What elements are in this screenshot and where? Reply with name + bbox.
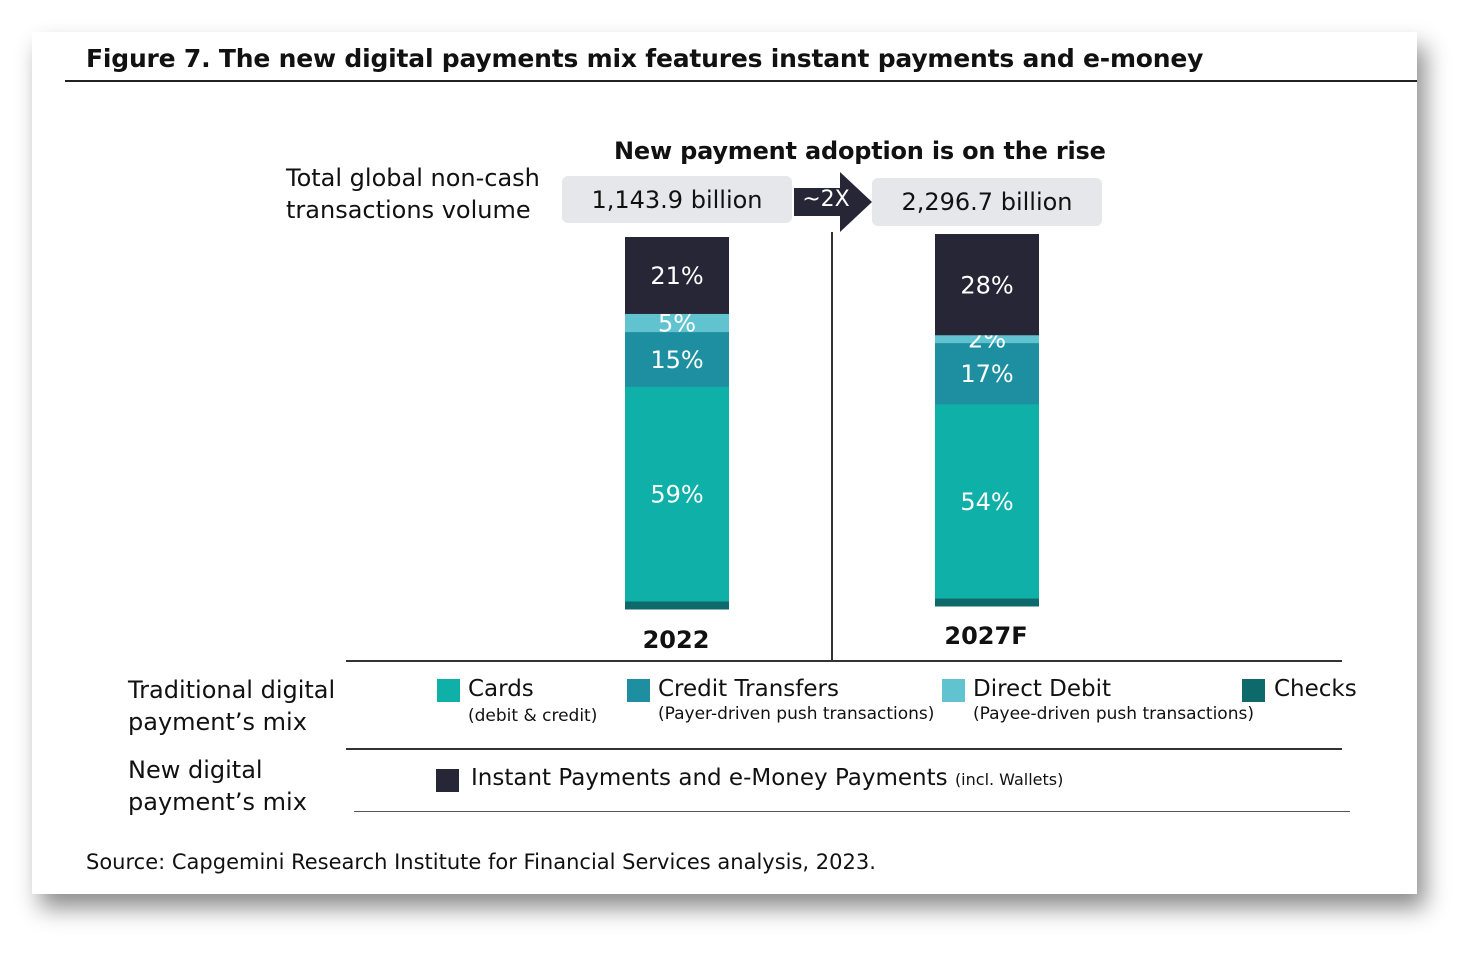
year-label-2022: 2022	[642, 626, 710, 654]
volume-label-line1: Total global non-cash	[286, 164, 540, 192]
growth-arrow-shape	[794, 172, 872, 232]
legend-top-divider	[346, 660, 1342, 662]
legend-middle-divider	[346, 748, 1342, 750]
traditional-mix-label-line2: payment’s mix	[128, 708, 307, 736]
label-2022-cards: 59%	[650, 481, 703, 509]
legend-checks: Checks	[1274, 676, 1357, 702]
new-mix-label-line1: New digital	[128, 756, 263, 784]
traditional-mix-label-line1: Traditional digital	[128, 676, 336, 704]
label-2027f-cards: 54%	[960, 488, 1013, 516]
legend-instant-label: Instant Payments and e-Money Payments	[471, 765, 948, 791]
volume-2027-pill: 2,296.7 billion	[872, 178, 1102, 226]
legend-instant-swatch	[436, 769, 459, 792]
bar-2022-cards	[625, 386, 729, 602]
bar-2027f-instant-emoney	[935, 234, 1039, 336]
legend-bottom-divider	[354, 811, 1350, 812]
legend-cards-note: (debit & credit)	[468, 706, 598, 726]
bar-2022-credit-transfers	[625, 331, 729, 387]
traditional-mix-label: Traditional digital payment’s mix	[128, 674, 335, 738]
bar-2027f-credit-transfers	[935, 342, 1039, 405]
stacked-bar-chart: 1%59%15%5%21%1%54%17%2%28%	[625, 232, 1039, 660]
bar-2027f-direct-debit	[935, 334, 1039, 344]
label-2022-direct-debit: 5%	[658, 310, 696, 338]
label-2022-instant-emoney: 21%	[650, 262, 703, 290]
growth-multiplier: ~2X	[802, 187, 850, 212]
volume-label: Total global non-cash transactions volum…	[286, 162, 540, 226]
legend-credit-transfers: Credit Transfers	[658, 676, 839, 702]
figure-title: Figure 7. The new digital payments mix f…	[86, 44, 1204, 73]
legend-direct-debit: Direct Debit	[973, 676, 1112, 702]
new-mix-label: New digital payment’s mix	[128, 754, 307, 818]
title-divider	[65, 80, 1417, 82]
growth-arrow	[794, 172, 872, 232]
legend-instant-note: (incl. Wallets)	[954, 770, 1064, 789]
legend-checks-swatch	[1242, 679, 1265, 702]
source-note: Source: Capgemini Research Institute for…	[86, 850, 876, 874]
legend-credit-transfers-note: (Payer-driven push transactions)	[658, 704, 935, 724]
legend-credit-transfers-swatch	[627, 679, 650, 702]
legend-instant: Instant Payments and e-Money Payments (i…	[471, 765, 1063, 791]
legend-direct-debit-swatch	[942, 679, 965, 702]
volume-2022-pill: 1,143.9 billion	[562, 176, 792, 223]
year-label-2027: 2027F	[944, 622, 1028, 650]
chart-subtitle: New payment adoption is on the rise	[614, 137, 1106, 165]
bar-2022-instant-emoney	[625, 237, 729, 314]
bar-2027f-cards	[935, 403, 1039, 599]
label-2027f-credit-transfers: 17%	[960, 360, 1013, 388]
new-mix-label-line2: payment’s mix	[128, 788, 307, 816]
bar-2022-direct-debit	[625, 313, 729, 333]
bar-2027f-checks	[935, 598, 1039, 607]
bars-group: 1%59%15%5%21%1%54%17%2%28%	[625, 234, 1039, 610]
legend-cards-swatch	[437, 679, 460, 702]
legend-direct-debit-note: (Payee-driven push transactions)	[973, 704, 1254, 724]
label-2027f-instant-emoney: 28%	[960, 271, 1013, 299]
bar-2022-checks	[625, 600, 729, 610]
volume-label-line2: transactions volume	[286, 196, 531, 224]
label-2022-credit-transfers: 15%	[650, 346, 703, 374]
legend-cards: Cards	[468, 676, 534, 702]
